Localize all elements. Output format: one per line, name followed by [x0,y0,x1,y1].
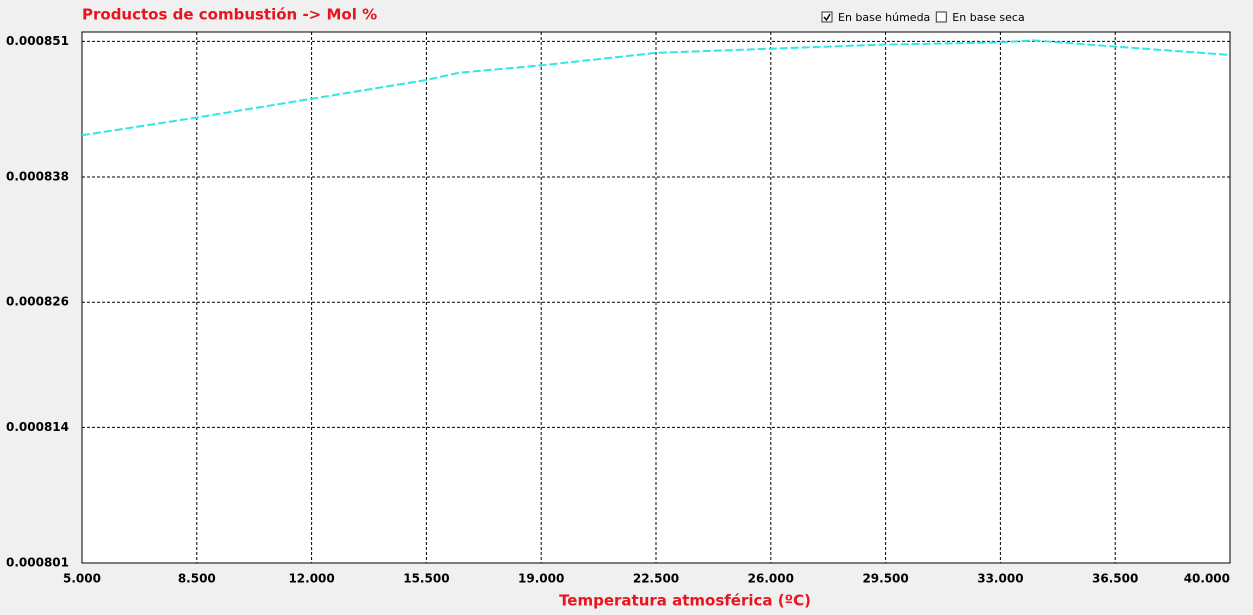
x-tick-label: 26.000 [748,572,794,586]
x-tick-label: 36.500 [1092,572,1138,586]
checkbox-label[interactable]: En base húmeda [838,11,930,24]
x-tick-label: 5.000 [63,572,101,586]
checkbox[interactable] [821,11,833,23]
y-tick-label: 0.000826 [6,295,69,309]
y-tick-label: 0.000851 [6,34,69,48]
checkmark [823,13,831,22]
checkbox[interactable] [935,11,947,23]
y-tick-label: 0.000814 [6,420,69,434]
x-tick-label: 8.500 [178,572,216,586]
x-tick-label: 40.000 [1184,572,1230,586]
x-axis-label: Temperatura atmosférica (ºC) [559,592,811,610]
x-tick-label: 22.500 [633,572,679,586]
checkbox-label[interactable]: En base seca [952,11,1024,24]
x-tick-label: 19.000 [518,572,564,586]
chart-title: Productos de combustión -> Mol % [82,6,377,24]
x-tick-label: 12.000 [288,572,334,586]
x-tick-label: 15.500 [403,572,449,586]
x-tick-label: 29.500 [862,572,908,586]
y-tick-label: 0.000801 [6,556,69,570]
y-tick-label: 0.000838 [6,170,69,184]
x-tick-label: 33.000 [977,572,1023,586]
data-line [81,39,1231,137]
